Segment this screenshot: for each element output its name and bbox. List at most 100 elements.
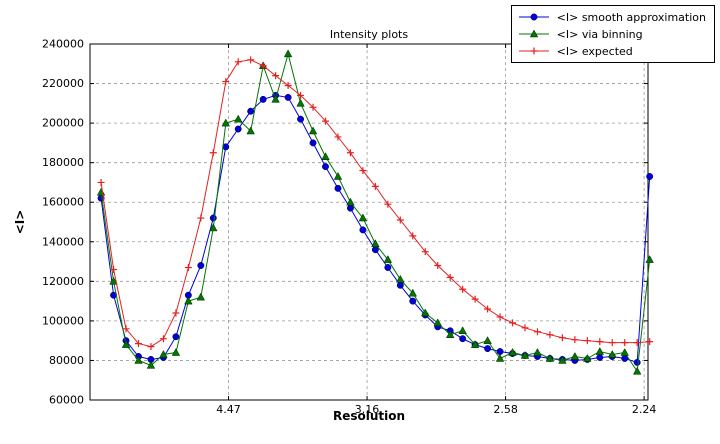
marker-plus [621,339,629,347]
plot-background [90,44,648,400]
marker-plus [222,78,230,86]
marker-circle [284,93,292,101]
marker-triangle [283,49,293,58]
marker-plus [272,72,280,80]
marker-plus [459,285,467,293]
marker-circle [459,335,467,343]
y-tick-label: 140000 [42,235,84,248]
legend-marker-triangle-icon [518,29,549,38]
marker-plus [409,232,417,240]
marker-plus [471,295,479,303]
marker-plus [359,167,367,175]
marker-triangle [271,94,280,103]
marker-circle [234,125,242,133]
marker-plus [346,149,354,157]
y-tick-label: 180000 [42,156,84,169]
x-tick-label: 4.47 [216,403,241,416]
marker-plus [309,103,317,111]
marker-triangle [371,239,380,248]
marker-plus [334,133,342,141]
marker-triangle [209,223,218,232]
marker-circle [484,345,492,353]
y-tick-label: 80000 [49,354,84,367]
marker-triangle [445,330,455,338]
axes-frame [89,43,649,401]
marker-triangle [146,360,156,369]
marker-triangle [396,274,405,283]
marker-plus [184,263,192,271]
marker-circle [396,281,404,289]
y-axis-label: <I> [13,209,27,235]
marker-triangle [308,126,318,135]
y-tick-label: 200000 [42,117,84,130]
marker-plus [322,117,330,125]
marker-circle [530,13,538,21]
marker-circle [633,358,641,366]
marker-plus [97,178,105,186]
x-tick-label: 2.24 [632,403,657,416]
marker-circle [247,107,255,115]
marker-triangle [620,348,629,356]
marker-plus [421,248,429,256]
marker-plus [434,262,442,270]
marker-plus [571,336,579,344]
marker-triangle [333,171,343,180]
marker-triangle [221,118,230,127]
marker-plus [558,334,566,342]
marker-plus [197,214,205,222]
legend: <I> smooth approximation <I> via binning… [510,5,715,63]
x-tick-label: 2.58 [493,403,518,416]
marker-plus [172,309,180,317]
marker-plus [530,47,538,55]
legend-label: <I> smooth approximation [556,10,706,24]
marker-triangle [196,292,206,301]
marker-triangle [495,353,505,362]
marker-plus [608,339,616,347]
y-tick-label: 120000 [42,275,84,288]
marker-triangle [533,348,542,356]
marker-triangle [458,326,467,335]
marker-plus [259,62,267,70]
marker-plus [247,56,255,64]
x-axis-label: Resolution [332,409,406,423]
y-tick-label: 60000 [49,394,84,407]
marker-circle [496,348,504,355]
marker-circle [346,204,354,212]
marker-triangle [346,197,355,206]
marker-triangle [184,296,193,305]
marker-triangle [121,340,131,348]
marker-plus [583,337,591,345]
marker-plus [484,305,492,313]
y-tick-label: 220000 [42,77,84,90]
marker-triangle [470,340,480,348]
marker-triangle [632,366,642,375]
marker-circle [359,226,367,234]
marker-plus [159,335,167,343]
marker-triangle [134,355,143,364]
marker-circle [409,297,417,305]
marker-circle [259,95,267,103]
marker-circle [371,246,379,254]
marker-plus [110,265,118,273]
marker-plus [509,319,517,327]
marker-triangle [520,350,530,359]
marker-plus [209,149,217,157]
marker-circle [197,262,205,269]
marker-circle [596,354,604,361]
legend-label: <I> expected [556,44,633,58]
marker-triangle [570,351,580,360]
x-tick-label: 3.16 [355,403,380,416]
marker-plus [533,328,541,336]
marker-plus [521,324,529,332]
y-tick-label: 160000 [42,196,84,209]
marker-triangle [408,288,417,297]
marker-plus [396,216,404,224]
legend-item-expected: <I> expected [517,43,706,59]
marker-triangle [508,348,517,356]
marker-triangle [545,353,555,362]
marker-circle [334,184,342,192]
marker-triangle [529,29,538,38]
marker-triangle [296,98,305,107]
